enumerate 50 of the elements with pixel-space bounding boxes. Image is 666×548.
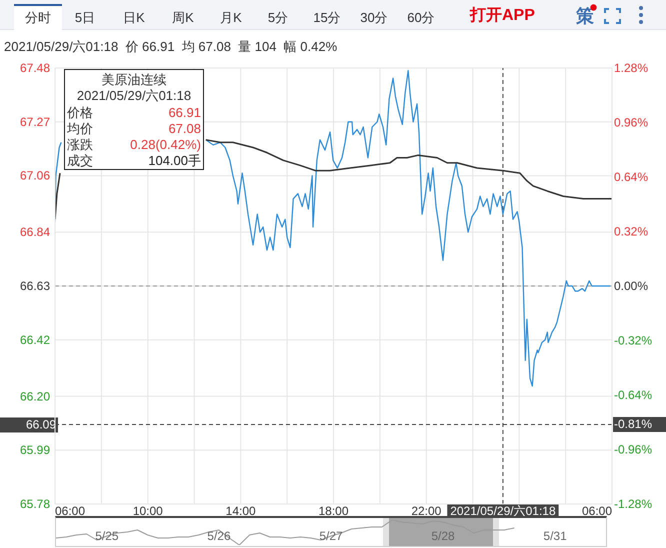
annotation: 成交 — [67, 153, 93, 169]
y-tick-label: 67.06 — [20, 168, 50, 183]
text: 策 — [576, 6, 594, 26]
x-tick-label: 5/28 — [431, 529, 456, 543]
y-tick-label: 66.63 — [20, 279, 50, 293]
selected-tab: 分时 — [14, 4, 62, 30]
ref-line-label: 2021/05/29/六01:18 — [450, 504, 556, 518]
y-tick-label: 66.20 — [20, 389, 50, 404]
y-tick-label: 67.48 — [20, 61, 50, 75]
text: 月K — [220, 10, 242, 25]
x-tick-label: 06:00 — [55, 504, 86, 518]
annotation: 0.28(0.42%) — [130, 137, 201, 153]
annotation: 价格 — [67, 105, 93, 121]
y-tick-label: 67.27 — [20, 114, 50, 129]
text: -0.81% — [614, 416, 652, 431]
y-tick-label: 66.84 — [20, 225, 50, 240]
y-tick-label: 65.99 — [20, 443, 50, 458]
y-tick-label: 65.78 — [20, 497, 50, 511]
x-tick-label: 06:00 — [582, 504, 612, 518]
y2-tick-label: 0.32% — [614, 224, 648, 238]
annotation: 美原油连续 — [102, 72, 166, 87]
text: 5分 — [268, 10, 288, 25]
annotation: 均价 — [67, 121, 93, 137]
annotation: 66.91 — [168, 105, 201, 121]
annotation: 2021/05/29/六01:18 — [76, 88, 192, 103]
text: 打开APP — [470, 7, 535, 24]
y-tick-label: 66.42 — [20, 332, 50, 347]
y2-tick-label: -0.96% — [614, 442, 652, 456]
x-tick-label: 14:00 — [226, 504, 256, 518]
text: 日K — [123, 10, 145, 25]
text: 5日 — [74, 10, 96, 25]
annotation: 104.00手 — [148, 153, 201, 169]
y2-tick-label: -0.32% — [614, 334, 652, 348]
text: 周K — [172, 10, 194, 25]
annotation: 涨跌 — [67, 137, 93, 153]
x-tick-label: 10:00 — [132, 504, 164, 518]
x-tick-label: 22:00 — [411, 504, 442, 518]
annotation: 67.08 — [168, 121, 201, 137]
y2-tick-label: 1.28% — [614, 61, 648, 75]
chart-subtitle: 2021/05/29/六01:18 价 66.91 均 67.08 量 104 幅 0.42% — [4, 39, 338, 54]
y2-tick-label: 0.96% — [614, 116, 648, 130]
y2-tick-label: -1.28% — [614, 497, 652, 511]
y2-tick-label: 0.64% — [614, 170, 648, 184]
y2-tick-label: -0.64% — [614, 388, 652, 402]
text: 30分 — [360, 10, 388, 25]
y2-tick-label: 0.00% — [614, 279, 648, 293]
x-tick-label: 18:00 — [318, 504, 349, 518]
text: 15分 — [313, 10, 341, 25]
text: 60分 — [407, 10, 435, 25]
x-tick-label: 5/31 — [543, 529, 568, 543]
